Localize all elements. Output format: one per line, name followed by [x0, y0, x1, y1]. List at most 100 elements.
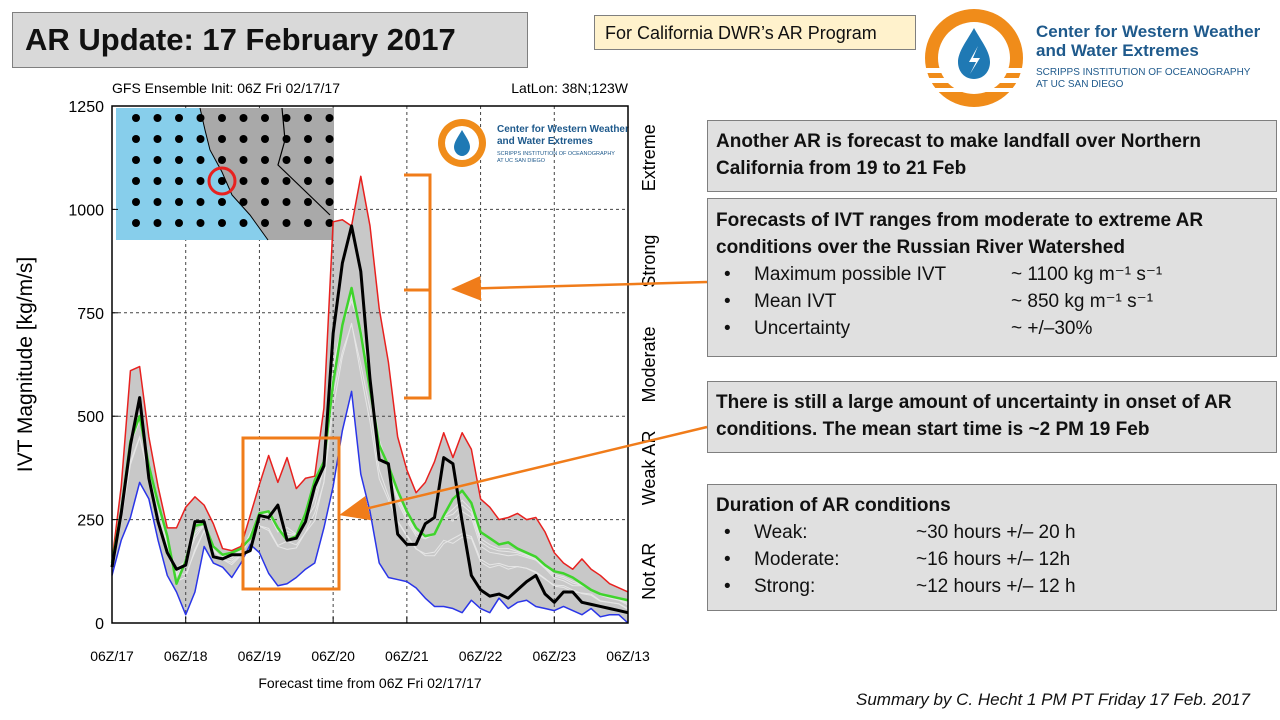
inset-map-gridpoint: [261, 114, 269, 122]
inset-map-gridpoint: [153, 135, 162, 143]
peak-bracket: [404, 173, 432, 400]
inset-map-gridpoint: [239, 114, 248, 122]
inset-map-gridpoint: [304, 219, 312, 227]
inset-map-gridpoint: [304, 135, 312, 143]
logo-line-4: AT UC SAN DIEGO: [1036, 79, 1124, 90]
ivt-item-max: • Maximum possible IVT ~ 1100 kg m⁻¹ s⁻¹: [724, 264, 1163, 285]
inset-map-gridpoint: [175, 114, 183, 122]
y-tick-label: 1250: [68, 99, 104, 116]
inset-map-ocean: [116, 108, 268, 240]
duration-heading: Duration of AR conditions: [716, 495, 951, 516]
inset-map-gridpoint: [153, 177, 162, 185]
x-tick-label: 06Z/19: [238, 648, 282, 664]
page-title: AR Update: 17 February 2017: [25, 22, 456, 57]
inset-map-gridpoint: [239, 135, 248, 143]
inset-map-border: [277, 107, 331, 216]
inset-map-gridpoint: [218, 219, 226, 227]
inset-map-gridpoint: [153, 156, 162, 164]
ivt-heading: Forecasts of IVT ranges from moderate to…: [716, 210, 1204, 258]
inset-map-gridpoint: [282, 135, 291, 143]
inset-map-gridpoint: [282, 156, 291, 164]
inset-map-gridpoint: [175, 177, 183, 185]
inset-map-gridpoint: [325, 156, 334, 164]
inset-map-gridpoint: [196, 135, 205, 143]
ar-category-label: Weak AR: [639, 431, 659, 506]
series-max-line: [111, 175, 629, 593]
inset-map-gridpoint: [175, 198, 183, 206]
inset-map-gridpoint: [282, 177, 291, 185]
chart-subtitle: LatLon: 38N;123W: [511, 80, 629, 96]
inset-map-gridpoint: [239, 198, 248, 206]
inset-map-gridpoint: [196, 114, 205, 122]
series-control-line: [110, 224, 629, 615]
inset-map-gridpoint: [175, 135, 183, 143]
inset-map-gridpoint: [261, 177, 269, 185]
inset-map-gridpoint: [239, 219, 248, 227]
logo-line-3: SCRIPPS INSTITUTION OF OCEANOGRAPHY: [1036, 67, 1251, 78]
inset-map-gridpoint: [218, 156, 226, 164]
x-tick-label: 06Z/23: [532, 648, 576, 664]
inset-map-gridpoint: [239, 156, 248, 164]
cw3e-logo-mark: [925, 9, 1023, 107]
ensemble-member-line: [111, 322, 629, 610]
inset-map-gridpoint: [304, 177, 312, 185]
inset-map-gridpoint: [132, 219, 140, 227]
ivt-panel: Forecasts of IVT ranges from moderate to…: [707, 198, 1277, 357]
plot-frame: [111, 105, 629, 624]
duration-item-moderate: • Moderate: ~16 hours +/– 12h: [724, 549, 1071, 570]
ar-category-label: Moderate: [639, 326, 659, 402]
inset-map-gridpoint: [196, 177, 205, 185]
ivt-item-uncertainty: • Uncertainty ~ +/–30%: [724, 318, 1093, 339]
onset-highlight-box: [241, 436, 341, 591]
inset-map-gridpoint: [282, 114, 291, 122]
inset-map-gridpoint: [325, 135, 334, 143]
inset-map-gridpoint: [261, 198, 269, 206]
inset-map-gridpoint: [325, 198, 334, 206]
y-tick-label: 0: [95, 616, 104, 633]
ensemble-member-line: [111, 323, 629, 609]
title-box: AR Update: 17 February 2017: [12, 12, 528, 68]
inset-map-coastline: [199, 107, 269, 241]
plot-logo-text: AT UC SAN DIEGO: [497, 158, 546, 164]
program-note: For California DWR’s AR Program: [605, 23, 877, 43]
inset-map-gridpoint: [261, 135, 269, 143]
ar-category-label: Extreme: [639, 124, 659, 191]
inset-map: [116, 107, 334, 241]
x-tick-label: 06Z/13: [606, 648, 650, 664]
inset-map-gridpoint: [175, 156, 183, 164]
inset-map-gridpoint: [261, 219, 269, 227]
y-tick-label: 250: [77, 513, 104, 530]
inset-map-gridpoint: [132, 198, 140, 206]
logo-line-1: Center for Western Weather: [1036, 22, 1261, 41]
inset-map-gridpoint: [218, 135, 226, 143]
inset-map-gridpoint: [218, 177, 226, 185]
ivt-item-mean: • Mean IVT ~ 850 kg m⁻¹ s⁻¹: [724, 291, 1154, 312]
logo-line-2: and Water Extremes: [1036, 41, 1199, 60]
y-tick-label: 500: [77, 409, 104, 426]
inset-map-gridpoint: [304, 198, 312, 206]
inset-map-gridpoint: [218, 114, 226, 122]
plot-logo-text: and Water Extremes: [497, 136, 593, 147]
inset-map-gridpoint: [196, 198, 205, 206]
onset-text: There is still a large amount of uncerta…: [716, 392, 1232, 440]
program-note-box: For California DWR’s AR Program: [594, 15, 916, 50]
inset-map-gridpoint: [153, 219, 162, 227]
inset-map-gridpoint: [239, 177, 248, 185]
x-tick-label: 06Z/21: [385, 648, 429, 664]
inset-map-gridpoint: [196, 156, 205, 164]
inset-map-location-marker: [207, 166, 237, 196]
y-tick-label: 1000: [68, 202, 104, 219]
x-tick-label: 06Z/22: [459, 648, 503, 664]
landfall-panel: Another AR is forecast to make landfall …: [707, 120, 1277, 192]
x-axis-label: Forecast time from 06Z Fri 02/17/17: [258, 675, 482, 691]
inset-map-gridpoint: [325, 114, 334, 122]
cw3e-logo: Center for Western Weather and Water Ext…: [925, 9, 1261, 107]
inset-map-gridpoint: [304, 114, 312, 122]
ar-category-label: Not AR: [639, 543, 659, 600]
onset-panel: There is still a large amount of uncerta…: [707, 381, 1277, 453]
plot-logo-text: SCRIPPS INSTITUTION OF OCEANOGRAPHY: [497, 151, 615, 157]
y-axis-label: IVT Magnitude [kg/m/s]: [14, 257, 37, 473]
plot-logo-text: Center for Western Weather: [497, 124, 629, 135]
